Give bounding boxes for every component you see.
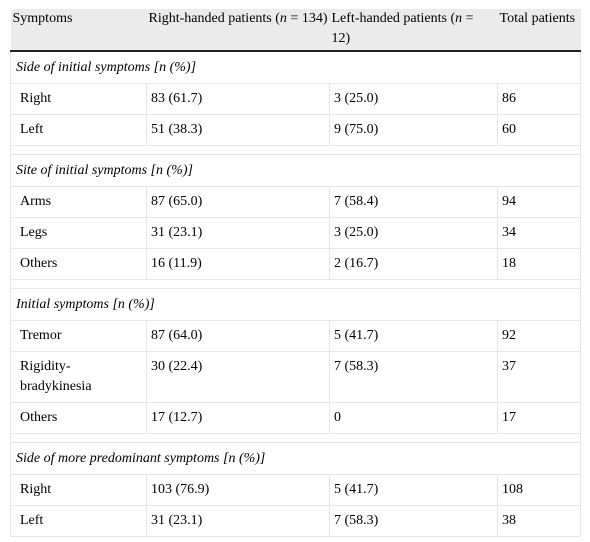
- right-handed-cell: 51 (38.3): [146, 114, 330, 146]
- header-row: Symptoms Right-handed patients (n = 134)…: [10, 9, 581, 52]
- spacer-cell: [10, 433, 581, 443]
- total-cell: 37: [497, 351, 581, 403]
- right-handed-cell: 16 (11.9): [146, 248, 330, 280]
- header-symptoms: Symptoms: [10, 9, 147, 52]
- row-label-cell: Arms: [10, 186, 147, 218]
- left-handed-cell: 0: [329, 402, 498, 434]
- section-title: Site of initial symptoms [n (%)]: [10, 154, 581, 187]
- total-cell: 108: [497, 474, 581, 506]
- row-label-cell: Right: [10, 83, 147, 115]
- section-spacer: [10, 279, 581, 289]
- total-cell: 60: [497, 114, 581, 146]
- section-title: Side of more predominant symptoms [n (%)…: [10, 442, 581, 475]
- row-label-cell: Tremor: [10, 320, 147, 352]
- table-row: Right 83 (61.7) 3 (25.0) 86: [10, 83, 581, 115]
- section-title: Initial symptoms [n (%)]: [10, 288, 581, 321]
- left-handed-cell: 3 (25.0): [329, 217, 498, 249]
- right-handed-cell: 83 (61.7): [146, 83, 330, 115]
- total-cell: 94: [497, 186, 581, 218]
- right-handed-cell: 17 (12.7): [146, 402, 330, 434]
- row-label-cell: Left: [10, 114, 147, 146]
- left-handed-cell: 7 (58.4): [329, 186, 498, 218]
- table-row: Arms 87 (65.0) 7 (58.4) 94: [10, 186, 581, 218]
- section-spacer: [10, 433, 581, 443]
- left-handed-cell: 2 (16.7): [329, 248, 498, 280]
- left-handed-cell: 5 (41.7): [329, 474, 498, 506]
- total-cell: 92: [497, 320, 581, 352]
- row-label-cell: Rigidity-bradykinesia: [10, 351, 147, 403]
- left-handed-cell: 3 (25.0): [329, 83, 498, 115]
- data-table-container: Symptoms Right-handed patients (n = 134)…: [10, 9, 581, 537]
- section-spacer: [10, 145, 581, 155]
- right-handed-cell: 103 (76.9): [146, 474, 330, 506]
- header-total: Total patients: [497, 9, 581, 52]
- total-cell: 34: [497, 217, 581, 249]
- table-row: Others 17 (12.7) 0 17: [10, 402, 581, 434]
- table-header: Symptoms Right-handed patients (n = 134)…: [10, 9, 581, 52]
- left-handed-cell: 5 (41.7): [329, 320, 498, 352]
- row-label-cell: Others: [10, 248, 147, 280]
- right-handed-cell: 87 (64.0): [146, 320, 330, 352]
- table-row: Left 31 (23.1) 7 (58.3) 38: [10, 505, 581, 537]
- section-heading-row: Side of initial symptoms [n (%)]: [10, 51, 581, 84]
- section-heading-row: Side of more predominant symptoms [n (%)…: [10, 442, 581, 475]
- header-left-handed: Left-handed patients (n = 12): [329, 9, 498, 52]
- total-cell: 86: [497, 83, 581, 115]
- right-handed-cell: 87 (65.0): [146, 186, 330, 218]
- section-heading-row: Site of initial symptoms [n (%)]: [10, 154, 581, 187]
- right-handed-cell: 30 (22.4): [146, 351, 330, 403]
- left-handed-cell: 7 (58.3): [329, 351, 498, 403]
- left-handed-cell: 9 (75.0): [329, 114, 498, 146]
- row-label-cell: Left: [10, 505, 147, 537]
- total-cell: 18: [497, 248, 581, 280]
- section-title: Side of initial symptoms [n (%)]: [10, 51, 581, 84]
- symptoms-table: Symptoms Right-handed patients (n = 134)…: [10, 9, 581, 537]
- table-row: Right 103 (76.9) 5 (41.7) 108: [10, 474, 581, 506]
- spacer-cell: [10, 279, 581, 289]
- row-label-cell: Right: [10, 474, 147, 506]
- right-handed-cell: 31 (23.1): [146, 505, 330, 537]
- total-cell: 17: [497, 402, 581, 434]
- table-row: Rigidity-bradykinesia 30 (22.4) 7 (58.3) 37: [10, 351, 581, 403]
- table-row: Legs 31 (23.1) 3 (25.0) 34: [10, 217, 581, 249]
- section-heading-row: Initial symptoms [n (%)]: [10, 288, 581, 321]
- right-handed-cell: 31 (23.1): [146, 217, 330, 249]
- total-cell: 38: [497, 505, 581, 537]
- header-right-handed: Right-handed patients (n = 134): [146, 9, 330, 52]
- table-row: Others 16 (11.9) 2 (16.7) 18: [10, 248, 581, 280]
- table-row: Left 51 (38.3) 9 (75.0) 60: [10, 114, 581, 146]
- left-handed-cell: 7 (58.3): [329, 505, 498, 537]
- table-row: Tremor 87 (64.0) 5 (41.7) 92: [10, 320, 581, 352]
- row-label-cell: Others: [10, 402, 147, 434]
- row-label-cell: Legs: [10, 217, 147, 249]
- table-body: Side of initial symptoms [n (%)] Right 83 …: [10, 51, 581, 537]
- spacer-cell: [10, 145, 581, 155]
